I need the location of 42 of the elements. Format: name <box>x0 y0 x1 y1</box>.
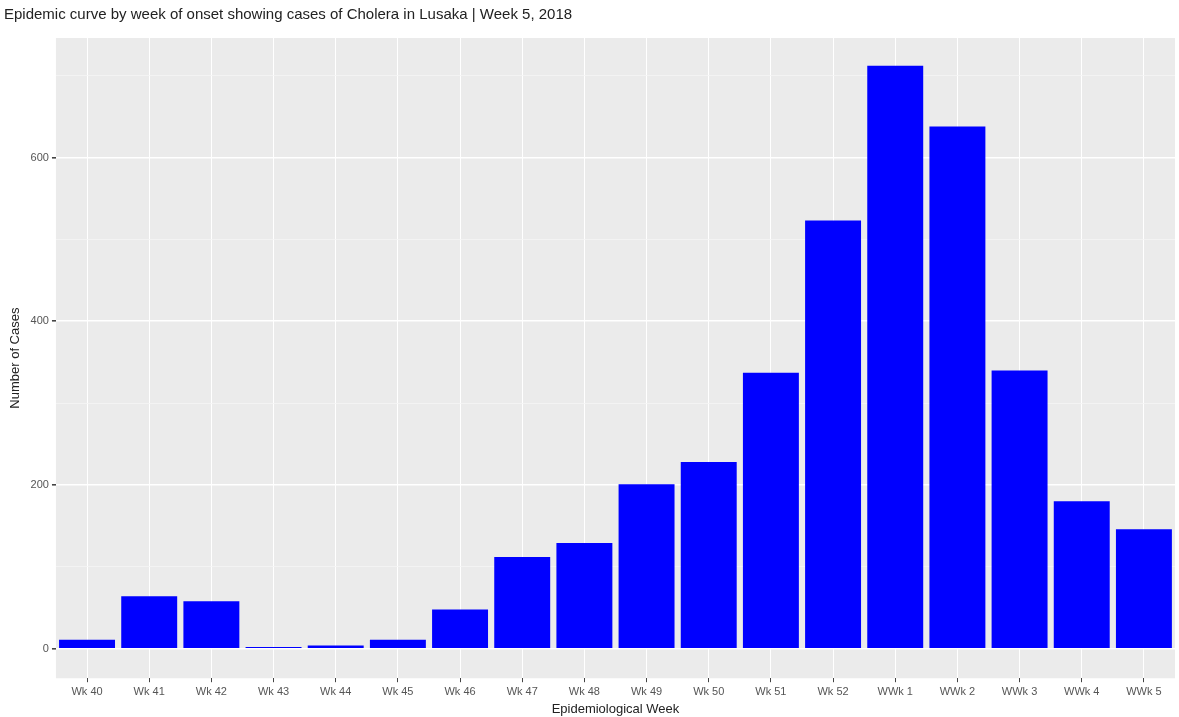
bar <box>680 462 737 648</box>
bar <box>432 609 489 648</box>
x-tick-label: Wk 47 <box>506 684 538 697</box>
x-tick-label: Wk 51 <box>755 684 787 697</box>
x-tick-label: WWk 4 <box>1064 684 1100 697</box>
x-tick-label: WWk 3 <box>1001 684 1038 697</box>
x-tick-label: Wk 52 <box>817 684 849 697</box>
x-tick-label: Wk 48 <box>568 684 600 697</box>
x-tick-label: WWk 2 <box>939 684 976 697</box>
y-tick-label: 200 <box>30 478 49 491</box>
bar <box>183 601 240 648</box>
x-tick-label: Wk 44 <box>320 684 352 697</box>
x-tick-label: Wk 46 <box>444 684 476 697</box>
bar <box>369 639 426 648</box>
y-axis-title: Number of Cases <box>7 307 23 409</box>
bar <box>805 220 862 648</box>
x-tick-label: Wk 49 <box>630 684 663 697</box>
bar <box>1115 529 1172 648</box>
x-tick-label: Wk 43 <box>257 684 290 697</box>
x-axis-title: Epidemiological Week <box>551 700 680 716</box>
bar <box>929 126 986 648</box>
bar <box>991 370 1048 648</box>
bar <box>556 543 613 648</box>
bar <box>494 557 551 648</box>
x-tick-label: Wk 41 <box>133 684 165 697</box>
bar <box>742 372 799 648</box>
x-tick-label: WWk 1 <box>877 684 913 697</box>
bar <box>867 65 924 648</box>
bar <box>1053 501 1110 648</box>
bar <box>618 484 675 648</box>
bar <box>59 639 116 648</box>
y-tick-label: 0 <box>42 641 49 654</box>
x-tick-label: Wk 40 <box>71 684 103 697</box>
y-tick-label: 400 <box>30 314 49 327</box>
x-tick-label: Wk 50 <box>693 684 725 697</box>
bar <box>307 645 364 648</box>
x-tick-label: Wk 42 <box>195 684 227 697</box>
bar <box>121 596 178 648</box>
x-tick-label: WWk 5 <box>1126 684 1162 697</box>
y-tick-label: 600 <box>30 150 49 163</box>
chart-title: Epidemic curve by week of onset showing cases of Cholera in Lusaka | Week 5, 2018 <box>4 5 573 23</box>
x-tick-label: Wk 45 <box>382 684 414 697</box>
